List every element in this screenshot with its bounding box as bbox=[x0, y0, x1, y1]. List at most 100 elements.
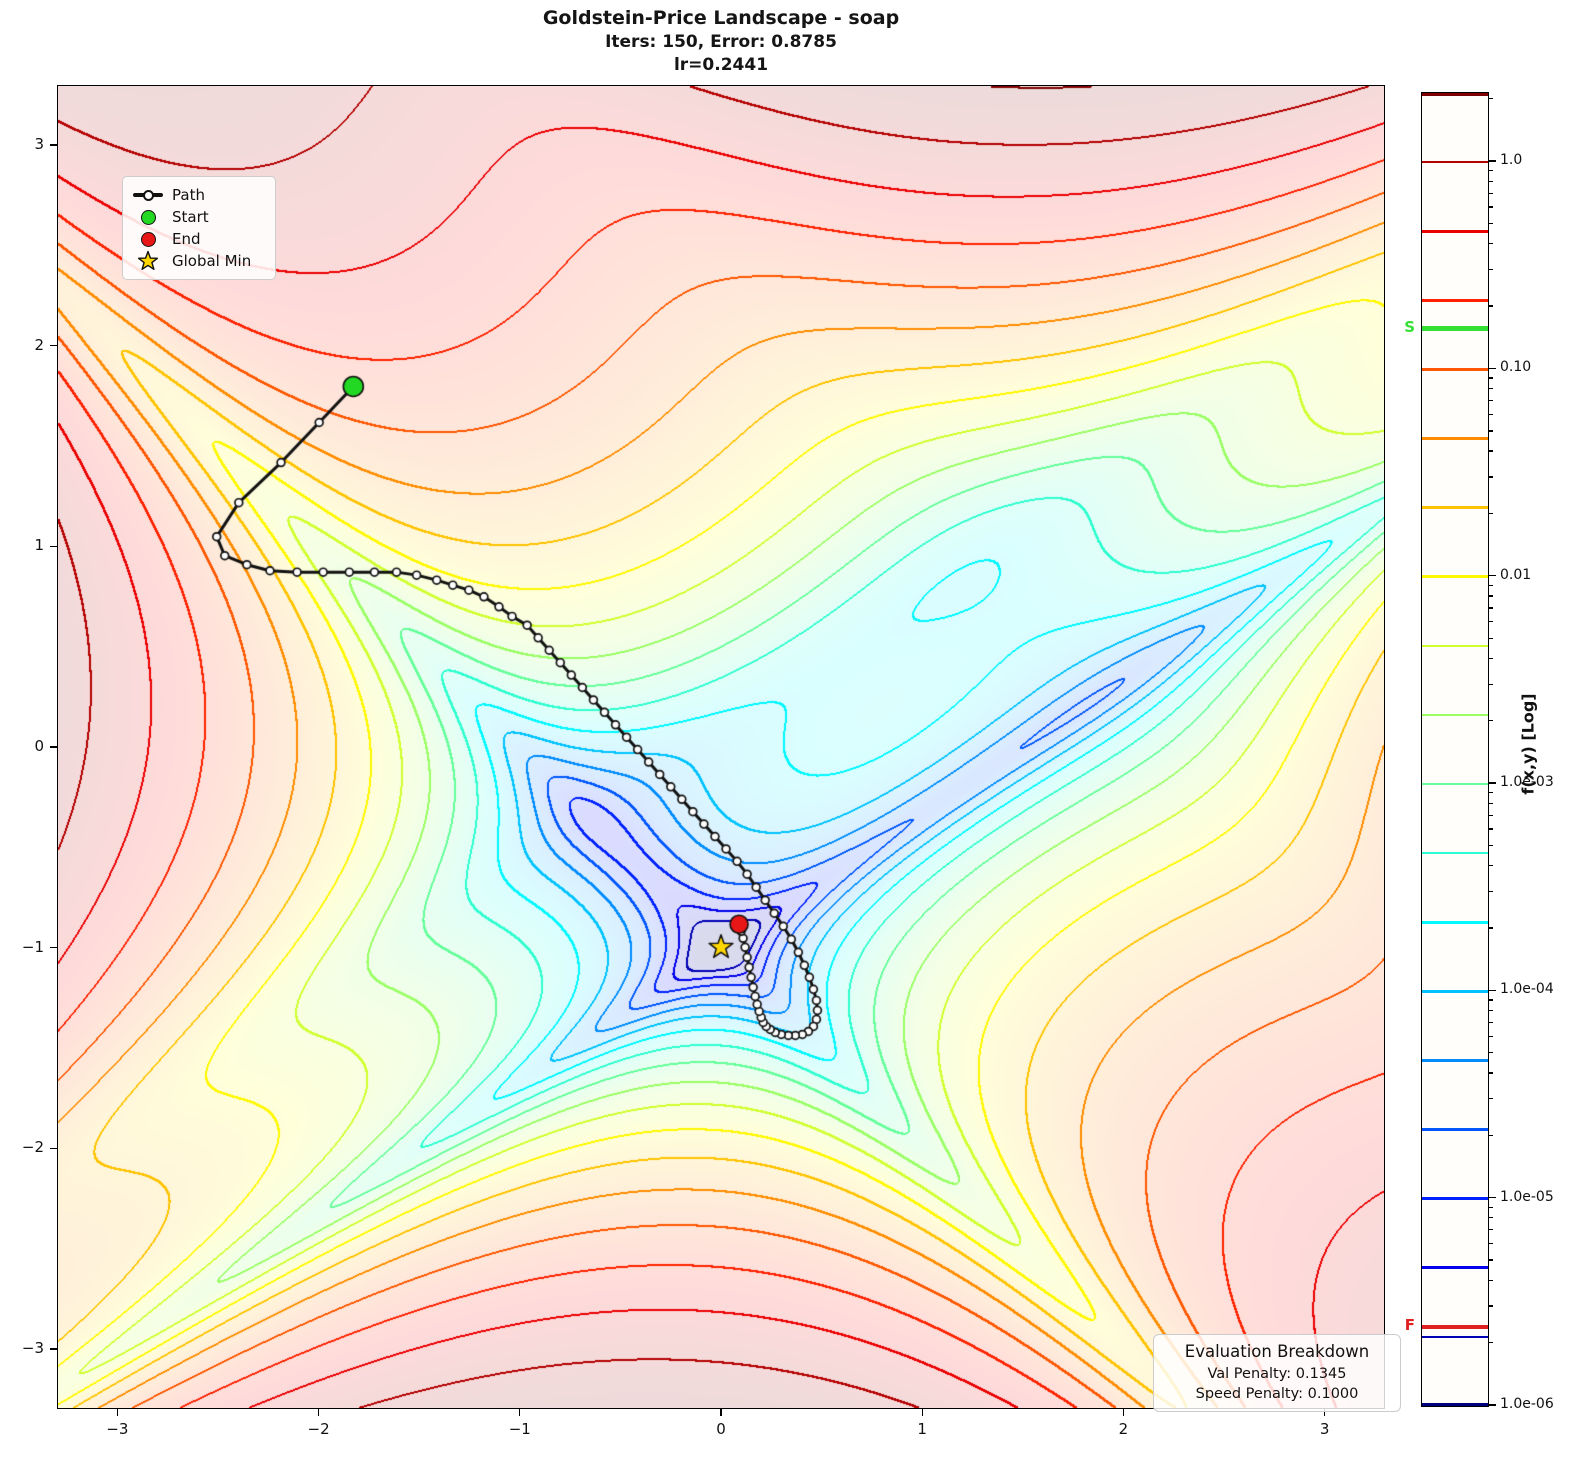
colorbar-minor-tick bbox=[1489, 169, 1493, 172]
colorbar-level-line bbox=[1422, 1128, 1488, 1131]
end-marker-icon bbox=[133, 231, 163, 247]
colorbar-minor-tick bbox=[1489, 595, 1493, 597]
colorbar-minor-tick bbox=[1489, 476, 1493, 478]
colorbar-tick-label: 0.01 bbox=[1500, 566, 1532, 583]
x-axis-tick-label: 2 bbox=[1118, 1420, 1129, 1438]
y-axis-tick-label: −2 bbox=[21, 1138, 44, 1157]
colorbar-major-tick bbox=[1489, 989, 1496, 991]
colorbar-minor-tick bbox=[1489, 1279, 1493, 1281]
x-axis-tick bbox=[317, 1409, 320, 1416]
colorbar-minor-tick bbox=[1489, 621, 1493, 623]
y-axis-tick bbox=[50, 746, 57, 748]
colorbar-major-tick bbox=[1489, 367, 1496, 370]
colorbar-level-line bbox=[1422, 644, 1488, 648]
colorbar-minor-tick bbox=[1489, 1341, 1493, 1344]
x-axis-tick bbox=[921, 1409, 923, 1416]
colorbar-level-line bbox=[1422, 920, 1488, 924]
colorbar-minor-tick bbox=[1489, 999, 1493, 1001]
colorbar-final-line bbox=[1422, 1325, 1488, 1330]
colorbar-minor-tick bbox=[1489, 305, 1493, 307]
legend-label-start: Start bbox=[172, 208, 209, 226]
x-axis-tick-label: 0 bbox=[716, 1420, 726, 1438]
colorbar-minor-tick bbox=[1489, 1072, 1493, 1074]
x-axis-tick-label: 3 bbox=[1319, 1420, 1330, 1438]
colorbar-minor-tick bbox=[1489, 637, 1493, 639]
colorbar-major-tick bbox=[1489, 1197, 1496, 1199]
colorbar-minor-tick bbox=[1489, 1243, 1493, 1245]
colorbar-minor-tick bbox=[1489, 1035, 1493, 1038]
colorbar-tick-label: 1.0e-03 bbox=[1500, 774, 1554, 791]
colorbar-level-line bbox=[1422, 506, 1488, 509]
colorbar-minor-tick bbox=[1489, 864, 1493, 867]
plot-title: Goldstein-Price Landscape - soap bbox=[542, 7, 900, 29]
colorbar bbox=[1421, 92, 1489, 1407]
colorbar-minor-tick bbox=[1489, 192, 1493, 194]
legend-item-start: Start bbox=[133, 206, 265, 228]
y-axis-tick bbox=[50, 946, 57, 949]
colorbar-level-line bbox=[1422, 299, 1488, 302]
x-axis-tick bbox=[1323, 1409, 1326, 1416]
colorbar-minor-tick bbox=[1489, 242, 1493, 245]
y-axis-tick bbox=[50, 144, 57, 146]
colorbar-tick-label: 1.0e-04 bbox=[1500, 981, 1554, 998]
colorbar-minor-tick bbox=[1489, 1009, 1493, 1012]
colorbar-start-label: S bbox=[1404, 317, 1415, 336]
global-min-star-icon bbox=[133, 250, 163, 272]
colorbar-level-line bbox=[1422, 368, 1488, 371]
plot-title-block: Goldstein-Price Landscape - soap Iters: … bbox=[57, 6, 1385, 76]
y-axis-tick bbox=[50, 345, 57, 347]
colorbar-minor-tick bbox=[1489, 683, 1493, 685]
colorbar-level-line bbox=[1422, 1266, 1488, 1270]
colorbar-minor-tick bbox=[1489, 1021, 1493, 1024]
colorbar-minor-tick bbox=[1489, 844, 1493, 847]
colorbar-minor-tick bbox=[1489, 512, 1493, 515]
colorbar-major-tick bbox=[1489, 1404, 1496, 1406]
start-marker-icon bbox=[133, 209, 163, 225]
colorbar-tick-label: 1.0 bbox=[1500, 152, 1523, 169]
colorbar-minor-tick bbox=[1489, 802, 1493, 804]
legend-item-global-min: Global Min bbox=[133, 250, 265, 272]
colorbar-minor-tick bbox=[1489, 1217, 1493, 1219]
y-axis-tick-label: −3 bbox=[21, 1338, 44, 1357]
colorbar-level-line bbox=[1422, 575, 1488, 579]
legend-label-global-min: Global Min bbox=[172, 252, 252, 270]
colorbar-minor-tick bbox=[1489, 413, 1493, 416]
x-axis-tick bbox=[519, 1409, 521, 1416]
colorbar-level-line bbox=[1422, 229, 1488, 233]
y-axis-tick-label: 2 bbox=[34, 335, 44, 354]
colorbar-minor-tick bbox=[1489, 377, 1493, 379]
y-axis-tick-label: −1 bbox=[21, 937, 44, 956]
y-axis-tick bbox=[50, 1147, 57, 1149]
colorbar-minor-tick bbox=[1489, 584, 1493, 586]
colorbar-minor-tick bbox=[1489, 890, 1493, 893]
colorbar-level-line bbox=[1422, 1335, 1488, 1339]
colorbar-minor-tick bbox=[1489, 1229, 1493, 1231]
colorbar-minor-tick bbox=[1489, 814, 1493, 816]
colorbar-minor-tick bbox=[1489, 399, 1493, 402]
x-axis-tick-label: −3 bbox=[106, 1420, 129, 1438]
colorbar-tick-label: 1.0e-06 bbox=[1500, 1396, 1554, 1412]
colorbar-minor-tick bbox=[1489, 1134, 1493, 1136]
legend-item-path: Path bbox=[133, 184, 265, 206]
y-axis-tick-label: 0 bbox=[34, 737, 44, 755]
colorbar-minor-tick bbox=[1489, 720, 1493, 722]
colorbar-level-line bbox=[1422, 160, 1488, 164]
colorbar-axis-label: f(x,y) [Log] bbox=[1518, 693, 1538, 795]
colorbar-minor-tick bbox=[1489, 607, 1493, 609]
colorbar-minor-tick bbox=[1489, 387, 1493, 390]
colorbar-level-line bbox=[1422, 713, 1488, 717]
y-axis-tick-label: 3 bbox=[34, 135, 44, 154]
colorbar-tick-label: 1.0e-05 bbox=[1500, 1188, 1554, 1205]
colorbar-minor-tick bbox=[1489, 222, 1493, 225]
y-axis-tick bbox=[50, 545, 57, 548]
evaluation-breakdown-title: Evaluation Breakdown bbox=[1184, 1342, 1370, 1361]
x-axis-tick bbox=[720, 1409, 722, 1416]
colorbar-final-label: F bbox=[1404, 1316, 1415, 1335]
colorbar-level-line bbox=[1422, 851, 1488, 855]
colorbar-level-line bbox=[1422, 782, 1488, 786]
y-axis-tick-label: 1 bbox=[34, 536, 44, 555]
colorbar-minor-tick bbox=[1489, 927, 1493, 929]
colorbar-start-line bbox=[1422, 326, 1488, 332]
y-axis-tick bbox=[50, 1348, 57, 1350]
path-line-icon bbox=[133, 190, 163, 201]
